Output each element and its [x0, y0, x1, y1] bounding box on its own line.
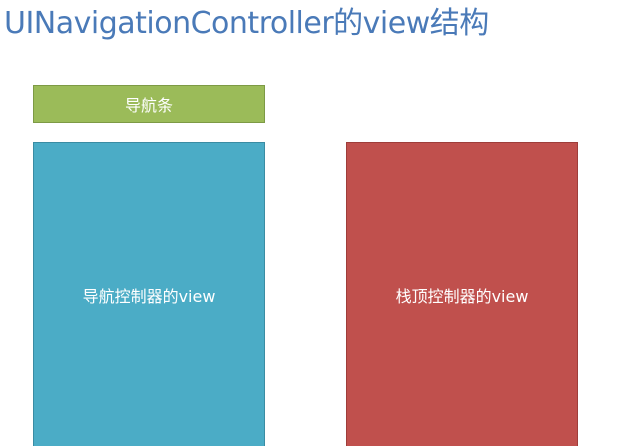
navigation-bar-box: 导航条	[33, 85, 265, 123]
navigation-bar-label: 导航条	[124, 96, 173, 115]
navigation-controller-view-box: 导航控制器的view	[33, 142, 265, 446]
navigation-controller-view-label: 导航控制器的view	[82, 286, 216, 306]
diagram-title: UINavigationController的view结构	[4, 6, 489, 41]
top-controller-view-label: 栈顶控制器的view	[395, 286, 529, 306]
top-controller-view-box: 栈顶控制器的view	[346, 142, 578, 446]
